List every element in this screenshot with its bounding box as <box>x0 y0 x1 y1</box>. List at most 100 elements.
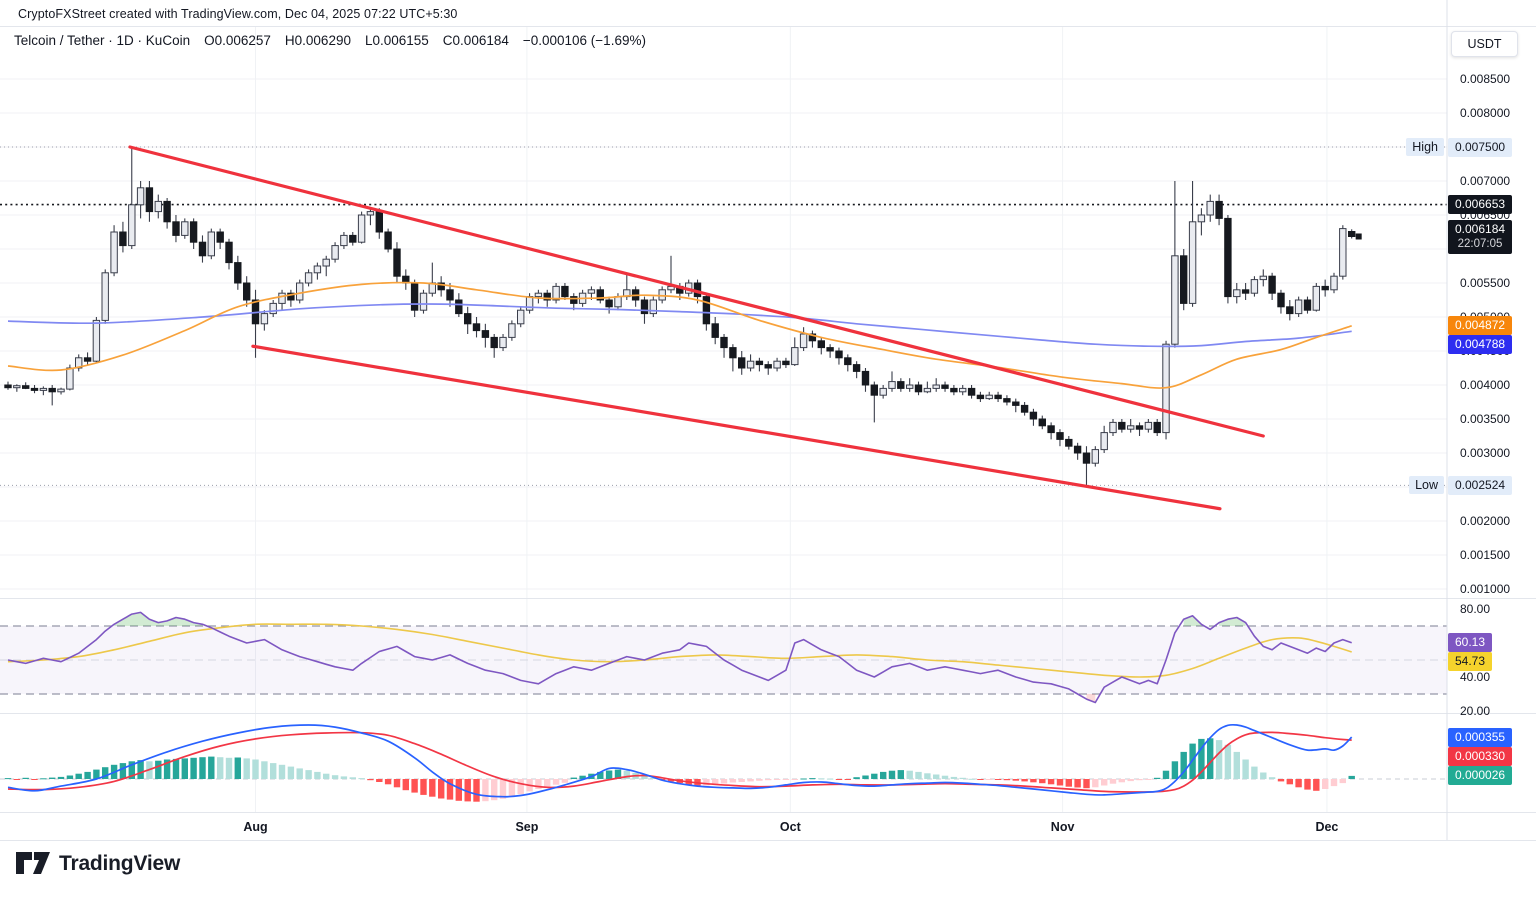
macd-histogram-bar <box>438 779 445 799</box>
price-tick-label: 0.003000 <box>1460 446 1511 460</box>
macd-histogram-bar <box>888 770 896 779</box>
candle-up <box>207 231 216 257</box>
macd-histogram-bar <box>1180 751 1187 779</box>
macd-histogram-bar <box>782 779 790 780</box>
candle-down <box>1038 418 1046 427</box>
macd-histogram-bar <box>1030 779 1037 783</box>
macd-histogram-bar <box>561 779 569 783</box>
candle-down <box>605 299 613 308</box>
macd-histogram-bar <box>84 771 91 779</box>
level-price-label: 0.006653 <box>1448 195 1513 215</box>
ohlc-change: −0.000106 (−1.69%) <box>522 33 646 48</box>
macd-histogram-bar <box>420 779 427 795</box>
candle-up <box>517 309 525 325</box>
macd-histogram-bar <box>1171 761 1179 779</box>
candle-up <box>66 367 74 390</box>
macd-histogram-bar <box>137 760 144 779</box>
rsi-ma-line[interactable] <box>7 623 1352 678</box>
macd-histogram-bar <box>1065 779 1072 787</box>
macd-histogram-bar <box>93 769 100 779</box>
candle-down <box>782 360 790 366</box>
macd-histogram-bar <box>915 771 922 779</box>
macd-histogram-bar <box>349 777 356 779</box>
time-tick-label-nov: Nov <box>1050 820 1075 834</box>
candle-down <box>640 299 649 315</box>
candle-up <box>614 296 622 308</box>
candle-down <box>119 231 127 247</box>
candle-down <box>720 336 728 349</box>
macd-histogram-bar <box>296 768 303 779</box>
macd-histogram-bar <box>968 778 975 780</box>
rsi-line[interactable] <box>7 611 1352 704</box>
candle-down <box>1082 452 1091 464</box>
macd-histogram-bar <box>491 779 498 801</box>
macd-histogram-bar <box>738 779 745 782</box>
macd-histogram-bar <box>323 773 330 779</box>
candle-down <box>870 384 878 396</box>
macd-histogram-bar <box>1348 775 1355 779</box>
candle-up <box>13 385 21 389</box>
candle-down <box>1286 306 1294 315</box>
candle-up <box>552 285 560 301</box>
macd-histogram-bar <box>340 776 348 779</box>
ma-slow-line[interactable] <box>7 303 1352 348</box>
macd-histogram-layer[interactable] <box>4 738 1355 802</box>
candle-up <box>932 384 940 389</box>
macd-histogram-bar <box>756 779 763 781</box>
macd-histogram-bar <box>650 777 657 779</box>
candle-up <box>1250 279 1259 294</box>
candle-down <box>437 282 445 291</box>
macd-histogram-bar <box>331 775 339 779</box>
macd-histogram-bar <box>1233 751 1240 779</box>
macd-histogram-bar <box>800 778 807 780</box>
ohlc-low: L0.006155 <box>364 33 429 48</box>
price-tick-label: 0.008500 <box>1460 72 1511 86</box>
candle-down <box>967 387 976 396</box>
candle-up <box>985 394 993 400</box>
candle-up <box>799 333 808 349</box>
macd-histogram-bar <box>13 779 20 780</box>
countdown-timer: 22:07:05 <box>1457 238 1503 251</box>
chart-legend[interactable]: Telcoin / Tether · 1D · KuCoin O0.006257 H… <box>14 33 660 48</box>
upper-trendline[interactable] <box>128 145 1265 438</box>
macd-histogram-bar <box>40 778 47 780</box>
macd-histogram-bar <box>959 777 966 779</box>
candle-up <box>1339 228 1347 277</box>
macd-histogram-bar <box>217 757 224 779</box>
macd-histogram-bar <box>155 760 162 779</box>
candle-down <box>1241 289 1250 294</box>
macd-histogram-bar <box>102 767 109 779</box>
macd-histogram-bar <box>225 757 233 779</box>
currency-unit-button[interactable]: USDT <box>1451 31 1518 57</box>
attribution-header: CryptoFXStreet created with TradingView.… <box>18 7 458 21</box>
candle-up <box>57 388 65 393</box>
candle-down <box>22 385 30 389</box>
macd-signal-line[interactable] <box>7 731 1352 793</box>
candle-up <box>525 296 534 311</box>
macd-histogram-bar <box>1092 779 1099 788</box>
macd-histogram-bar <box>1127 779 1134 782</box>
tradingview-logo[interactable]: TradingView <box>16 851 180 876</box>
lower-trendline[interactable] <box>251 344 1222 511</box>
candle-up <box>1144 421 1153 430</box>
macd-histogram-bar <box>208 756 215 779</box>
candle-up <box>136 187 145 206</box>
macd-line[interactable] <box>7 723 1353 798</box>
rsi-value-label: 60.13 <box>1448 633 1493 653</box>
ma-fast-line[interactable] <box>7 281 1352 389</box>
candle-down <box>410 282 419 311</box>
candle-down <box>596 289 604 301</box>
symbol-title[interactable]: Telcoin / Tether · 1D · KuCoin <box>14 33 191 48</box>
candle-up <box>1233 289 1241 298</box>
candle-down <box>755 360 764 366</box>
macd-histogram-bar <box>703 779 710 786</box>
macd-histogram-bar <box>853 777 860 779</box>
candle-down <box>817 340 825 349</box>
candle-up <box>879 387 887 396</box>
macd-histogram-bar <box>499 779 507 799</box>
macd-histogram-bar <box>1109 779 1117 784</box>
macd-histogram-bar <box>429 779 436 797</box>
candle-down <box>835 350 843 359</box>
macd-histogram-bar <box>1145 779 1152 780</box>
